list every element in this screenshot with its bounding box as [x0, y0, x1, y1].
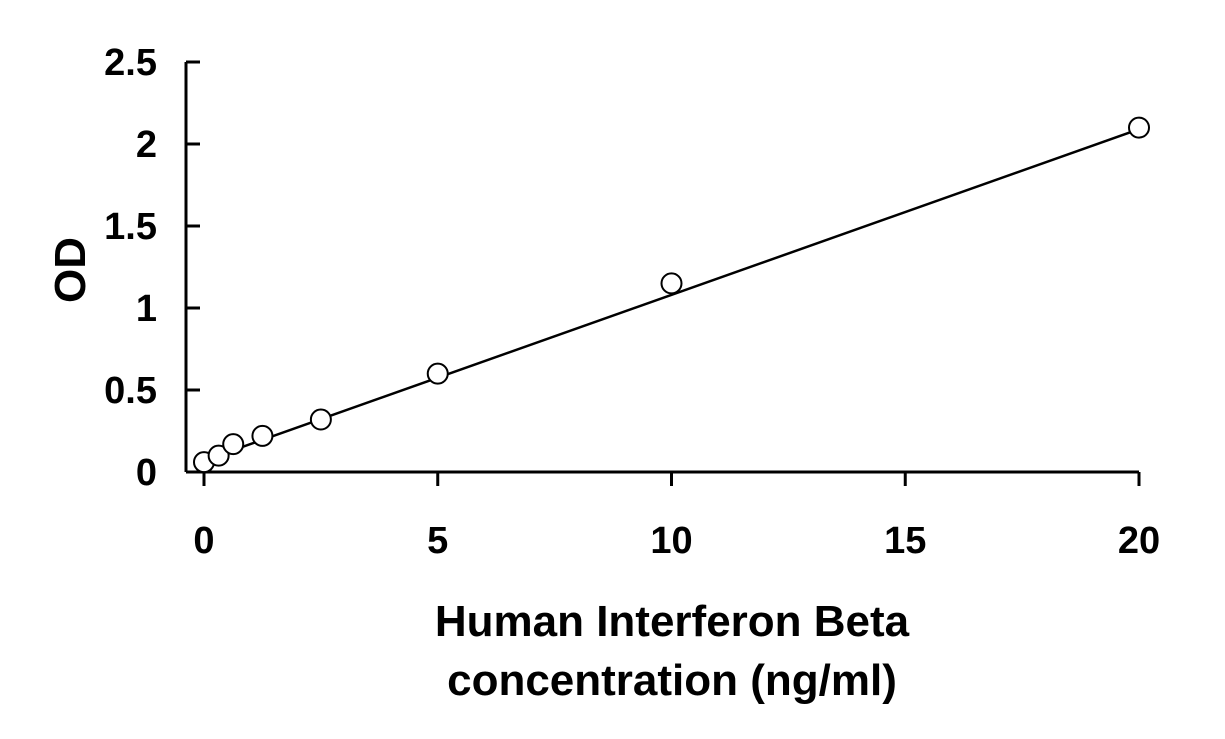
y-tick-label: 0.5	[104, 370, 157, 412]
x-tick-label: 0	[193, 520, 214, 562]
y-tick-label: 1.5	[104, 206, 157, 248]
data-points	[193, 116, 1150, 474]
plot-area: 0 5 10 15 20 0 0.5 1 1.5 2 2.5	[104, 42, 1160, 562]
fit-line	[203, 128, 1140, 462]
x-axis-title-line-2: concentration (ng/ml)	[447, 656, 897, 705]
x-axis-title-line-1: Human Interferon Beta	[435, 597, 910, 646]
data-point	[222, 433, 245, 456]
y-tick-label: 0	[136, 452, 157, 494]
data-point	[251, 424, 274, 447]
data-point	[1128, 116, 1150, 139]
y-tick-label: 2	[136, 124, 157, 166]
data-point	[309, 408, 332, 431]
data-point	[207, 444, 230, 467]
y-ticks: 0 0.5 1 1.5 2 2.5	[104, 42, 200, 494]
y-tick-label: 1	[136, 288, 157, 330]
x-tick-label: 5	[427, 520, 448, 562]
y-tick-label: 2.5	[104, 42, 157, 84]
x-ticks: 0 5 10 15 20	[193, 472, 1160, 562]
x-tick-label: 10	[650, 520, 692, 562]
x-tick-label: 20	[1118, 520, 1160, 562]
data-point	[426, 362, 449, 385]
y-axis-title: OD	[46, 237, 95, 303]
x-tick-label: 15	[884, 520, 926, 562]
data-point	[660, 272, 683, 295]
